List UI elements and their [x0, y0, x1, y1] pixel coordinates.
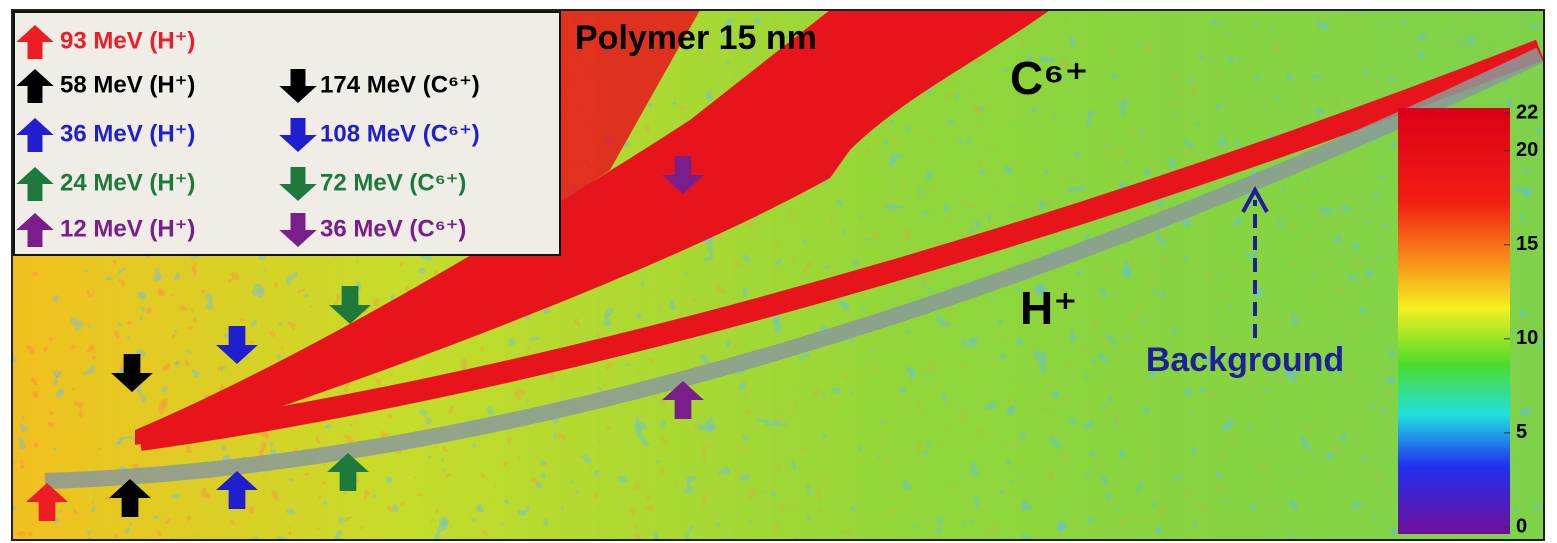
colorbar-tick-label: 20 [1516, 139, 1538, 161]
legend-entry: 36 MeV (C⁶⁺) [320, 215, 466, 242]
legend-entry: 72 MeV (C⁶⁺) [320, 169, 466, 196]
legend-entry: 93 MeV (H⁺) [60, 27, 195, 54]
legend-entry: 12 MeV (H⁺) [60, 215, 195, 242]
legend-entry: 24 MeV (H⁺) [60, 169, 195, 196]
figure: Polymer 15 nm C⁶⁺ H⁺ Background 93 MeV (… [0, 0, 1557, 543]
colorbar-tick-label: 0 [1516, 515, 1527, 537]
colorbar-tick-label: 15 [1516, 233, 1538, 255]
proton-label: H⁺ [1020, 282, 1078, 334]
legend-entry: 174 MeV (C⁶⁺) [320, 71, 480, 98]
colorbar-tick-label: 22 [1516, 101, 1538, 123]
background-label: Background [1146, 341, 1344, 379]
legend-entry: 58 MeV (H⁺) [60, 71, 195, 98]
colorbar-tick-label: 5 [1516, 421, 1527, 443]
legend-entry: 36 MeV (H⁺) [60, 120, 195, 147]
carbon-label: C⁶⁺ [1010, 52, 1089, 104]
colorbar-tick-label: 10 [1516, 327, 1538, 349]
legend: 93 MeV (H⁺) 58 MeV (H⁺) 36 MeV (H⁺) 24 MeV … [14, 12, 560, 255]
legend-entry: 108 MeV (C⁶⁺) [320, 120, 480, 147]
title: Polymer 15 nm [575, 19, 817, 57]
